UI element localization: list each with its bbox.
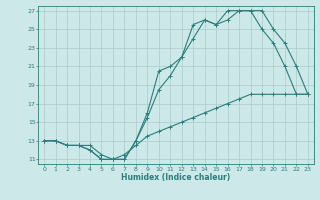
X-axis label: Humidex (Indice chaleur): Humidex (Indice chaleur) — [121, 173, 231, 182]
